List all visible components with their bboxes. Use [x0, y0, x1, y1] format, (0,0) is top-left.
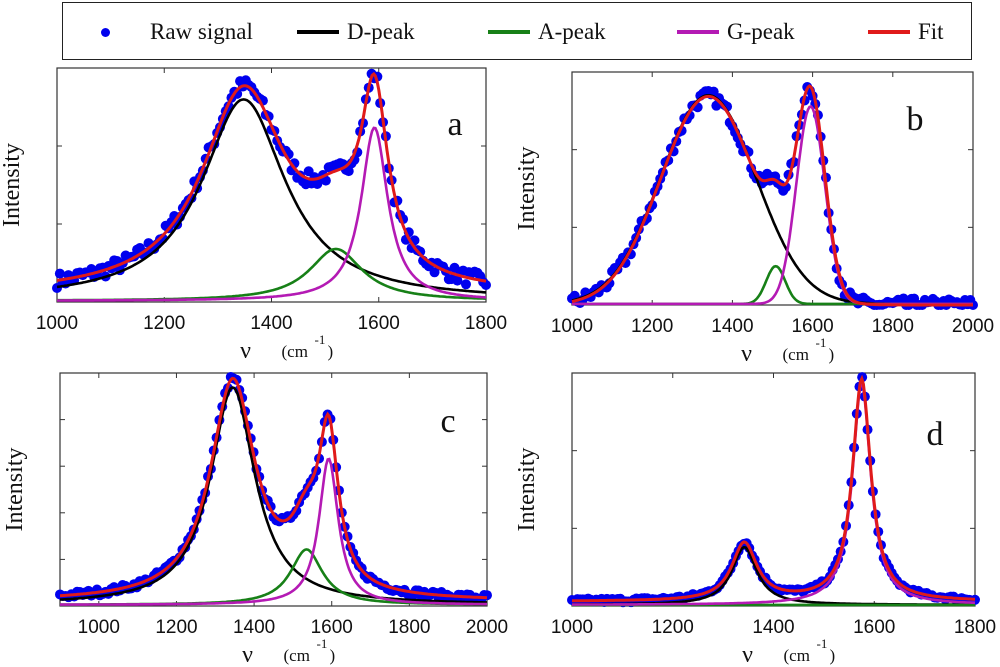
raw-signal-point: [54, 268, 65, 279]
panel-label: c: [440, 403, 455, 440]
raw-signal-point: [481, 279, 491, 290]
x-tick-label: 1000: [551, 617, 593, 638]
plot-frame: [59, 372, 488, 607]
x-tick-label: 1400: [250, 313, 292, 334]
series-g-peak: [572, 379, 976, 606]
x-tick-label: 1800: [954, 617, 996, 638]
x-tick-label: 1800: [465, 313, 507, 334]
raw-signal-point: [415, 246, 426, 257]
x-axis-unit: (cm: [783, 345, 809, 364]
x-axis-symbol: ν: [741, 341, 752, 367]
x-axis-unit-exponent: -1: [315, 332, 326, 347]
raw-signal-point: [429, 267, 440, 278]
legend-item-fit: Fit: [868, 3, 944, 61]
panel-label: a: [447, 106, 462, 143]
x-axis-unit-close: ): [830, 646, 836, 665]
series-d-peak: [56, 98, 487, 294]
x-axis-unit-close: ): [330, 646, 336, 665]
panel-a: 1000 1200 1400 1600 1800 a Intensity ν (cm -1): [0, 67, 507, 364]
x-tick-label: 1000: [78, 617, 120, 638]
legend-item-a-peak: A-peak: [488, 3, 606, 61]
raw-signal-point: [460, 279, 471, 290]
g-peak-line-icon: [677, 30, 719, 34]
series-g-peak: [57, 126, 487, 302]
x-tick-label: 1000: [36, 313, 78, 334]
a-peak-line-icon: [488, 30, 530, 34]
x-axis-title: ν (cm -1): [240, 332, 333, 364]
x-axis-unit-exponent: -1: [817, 636, 828, 651]
panel-d: 1000 1200 1400 1600 1800 d Intensity ν (cm -1): [514, 372, 996, 667]
x-axis-symbol: ν: [242, 642, 253, 667]
x-tick-label: 1400: [233, 617, 275, 638]
x-axis-unit-close: ): [829, 345, 835, 364]
y-axis-title: Intensity: [514, 147, 540, 231]
legend-label: G-peak: [727, 19, 795, 44]
x-axis-unit-close: ): [328, 342, 334, 361]
legend-label: D-peak: [347, 19, 415, 44]
legend-item-g-peak: G-peak: [677, 3, 795, 61]
x-tick-label: 2000: [952, 316, 994, 337]
plot-frame: [56, 67, 487, 303]
x-tick-label: 1200: [652, 617, 694, 638]
x-axis-unit: (cm: [784, 646, 810, 665]
panel-label: d: [927, 416, 944, 453]
x-axis-symbol: ν: [240, 338, 251, 364]
x-tick-label: 1800: [388, 617, 430, 638]
x-tick-label: 1600: [358, 313, 400, 334]
y-axis-title: Intensity: [0, 143, 25, 227]
x-axis-unit-exponent: -1: [816, 335, 827, 350]
x-tick-label: 1800: [872, 316, 914, 337]
legend-label: A-peak: [538, 19, 606, 44]
legend-label: Fit: [918, 19, 944, 44]
x-tick-label: 1600: [853, 617, 895, 638]
x-axis-unit: (cm: [282, 342, 308, 361]
legend-label: Raw signal: [150, 19, 253, 44]
x-axis-title: ν (cm -1): [741, 335, 834, 367]
series-fit: [571, 84, 973, 307]
x-tick-label: 1000: [551, 316, 593, 337]
d-peak-line-icon: [297, 30, 339, 34]
series-fit: [59, 376, 488, 600]
x-axis-title: ν (cm -1): [742, 636, 835, 667]
legend: Raw signal D-peak A-peak G-peak Fit: [62, 2, 972, 60]
fit-line-icon: [868, 30, 910, 34]
y-axis-title: Intensity: [2, 448, 28, 532]
x-tick-label: 1400: [711, 316, 753, 337]
x-tick-label: 1200: [155, 617, 197, 638]
plot-frame: [571, 71, 974, 306]
raw-signal-marker-icon: [101, 27, 110, 37]
x-tick-label: 1400: [752, 617, 794, 638]
legend-item-raw-signal: Raw signal: [101, 3, 253, 61]
panel-b: 1000 1200 1400 1600 1800 2000 b Intensity ν (cm -1…: [514, 71, 994, 367]
series-g-peak: [60, 457, 487, 606]
x-axis-title: ν (cm -1): [242, 636, 335, 667]
x-tick-label: 1600: [791, 316, 833, 337]
raw-signal-point: [343, 166, 354, 177]
x-tick-label: 1600: [311, 617, 353, 638]
series-d-peak: [59, 386, 487, 604]
panel-label: b: [907, 101, 924, 138]
x-tick-label: 1200: [143, 313, 185, 334]
legend-item-d-peak: D-peak: [297, 3, 415, 61]
raw-signal-point: [452, 275, 463, 286]
x-axis-unit: (cm: [284, 646, 310, 665]
plot-frame: [571, 372, 976, 607]
raw-signal-point: [320, 175, 331, 186]
x-axis-unit-exponent: -1: [317, 636, 328, 651]
series-fit: [56, 71, 487, 283]
y-axis-title: Intensity: [514, 448, 540, 532]
x-tick-label: 1200: [631, 316, 673, 337]
panel-c: 1000 1200 1400 1600 1800 2000 c Intensity ν (cm -1…: [2, 371, 508, 667]
x-tick-label: 2000: [466, 617, 508, 638]
x-axis-symbol: ν: [742, 642, 753, 667]
series-fit: [572, 374, 975, 603]
